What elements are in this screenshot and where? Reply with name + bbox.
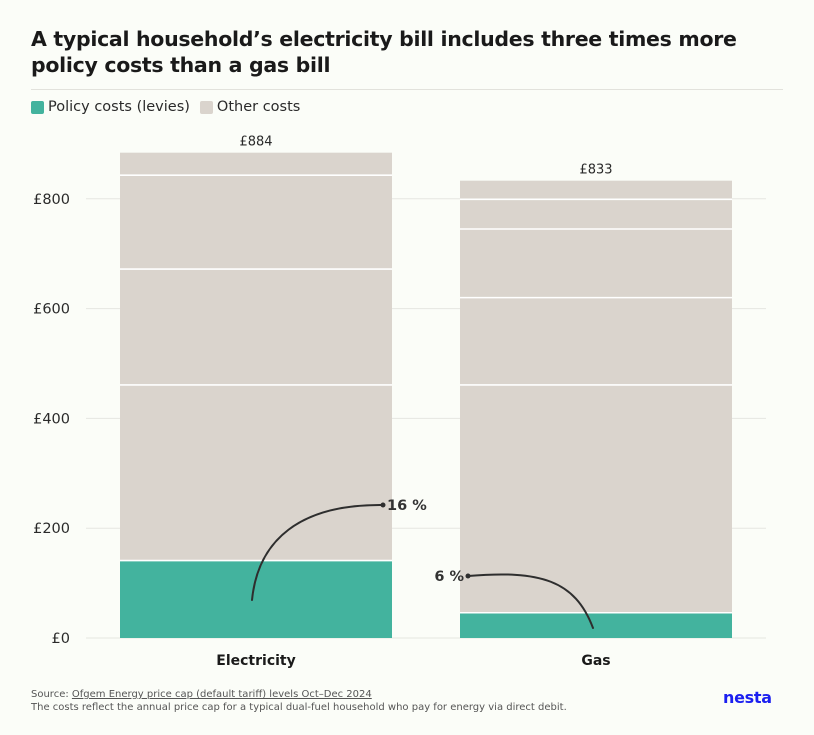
annotation-label-electricity: 16 % [387, 498, 427, 514]
legend-swatch-policy [31, 100, 44, 114]
legend: Policy costs (levies) Other costs [31, 99, 310, 115]
source-line: Source: Ofgem Energy price cap (default … [31, 688, 567, 701]
annotation-dot-electricity [380, 502, 386, 508]
footer: Source: Ofgem Energy price cap (default … [31, 688, 567, 714]
x-tick-label-gas: Gas [581, 653, 610, 669]
annotation-dot-gas [465, 573, 471, 579]
title-divider [31, 89, 783, 90]
x-tick-label-electricity: Electricity [216, 653, 295, 669]
chart-title: A typical household’s electricity bill i… [31, 27, 737, 77]
y-tick-label-200: £200 [33, 521, 70, 537]
source-link[interactable]: Ofgem Energy price cap (default tariff) … [71, 689, 372, 700]
nesta-logo: nesta [723, 688, 772, 707]
annotation-connector-electricity [251, 503, 384, 601]
bar-electricity-other-costs [120, 152, 392, 561]
legend-item-other: Other costs [199, 99, 301, 115]
y-tick-label-400: £400 [33, 411, 70, 427]
legend-item-policy: Policy costs (levies) [31, 99, 190, 115]
y-tick-label-600: £600 [33, 302, 70, 318]
footer-note: The costs reflect the annual price cap f… [31, 702, 567, 713]
bar-electricity-total-label: £884 [239, 135, 272, 150]
y-tick-label-0: £0 [52, 631, 70, 647]
bar-gas-other-costs [460, 180, 732, 613]
bar-electricity-policy-costs [120, 560, 392, 638]
legend-label-policy: Policy costs (levies) [48, 99, 190, 115]
bar-gas-total-label: £833 [579, 163, 612, 178]
annotation-label-gas: 6 % [434, 569, 464, 585]
bar-gas-policy-costs [460, 612, 732, 638]
annotation-connector-gas [467, 573, 594, 629]
legend-label-other: Other costs [216, 99, 301, 115]
y-tick-label-800: £800 [33, 192, 70, 208]
legend-swatch-other [199, 100, 213, 114]
source-prefix: Source: [31, 689, 72, 700]
